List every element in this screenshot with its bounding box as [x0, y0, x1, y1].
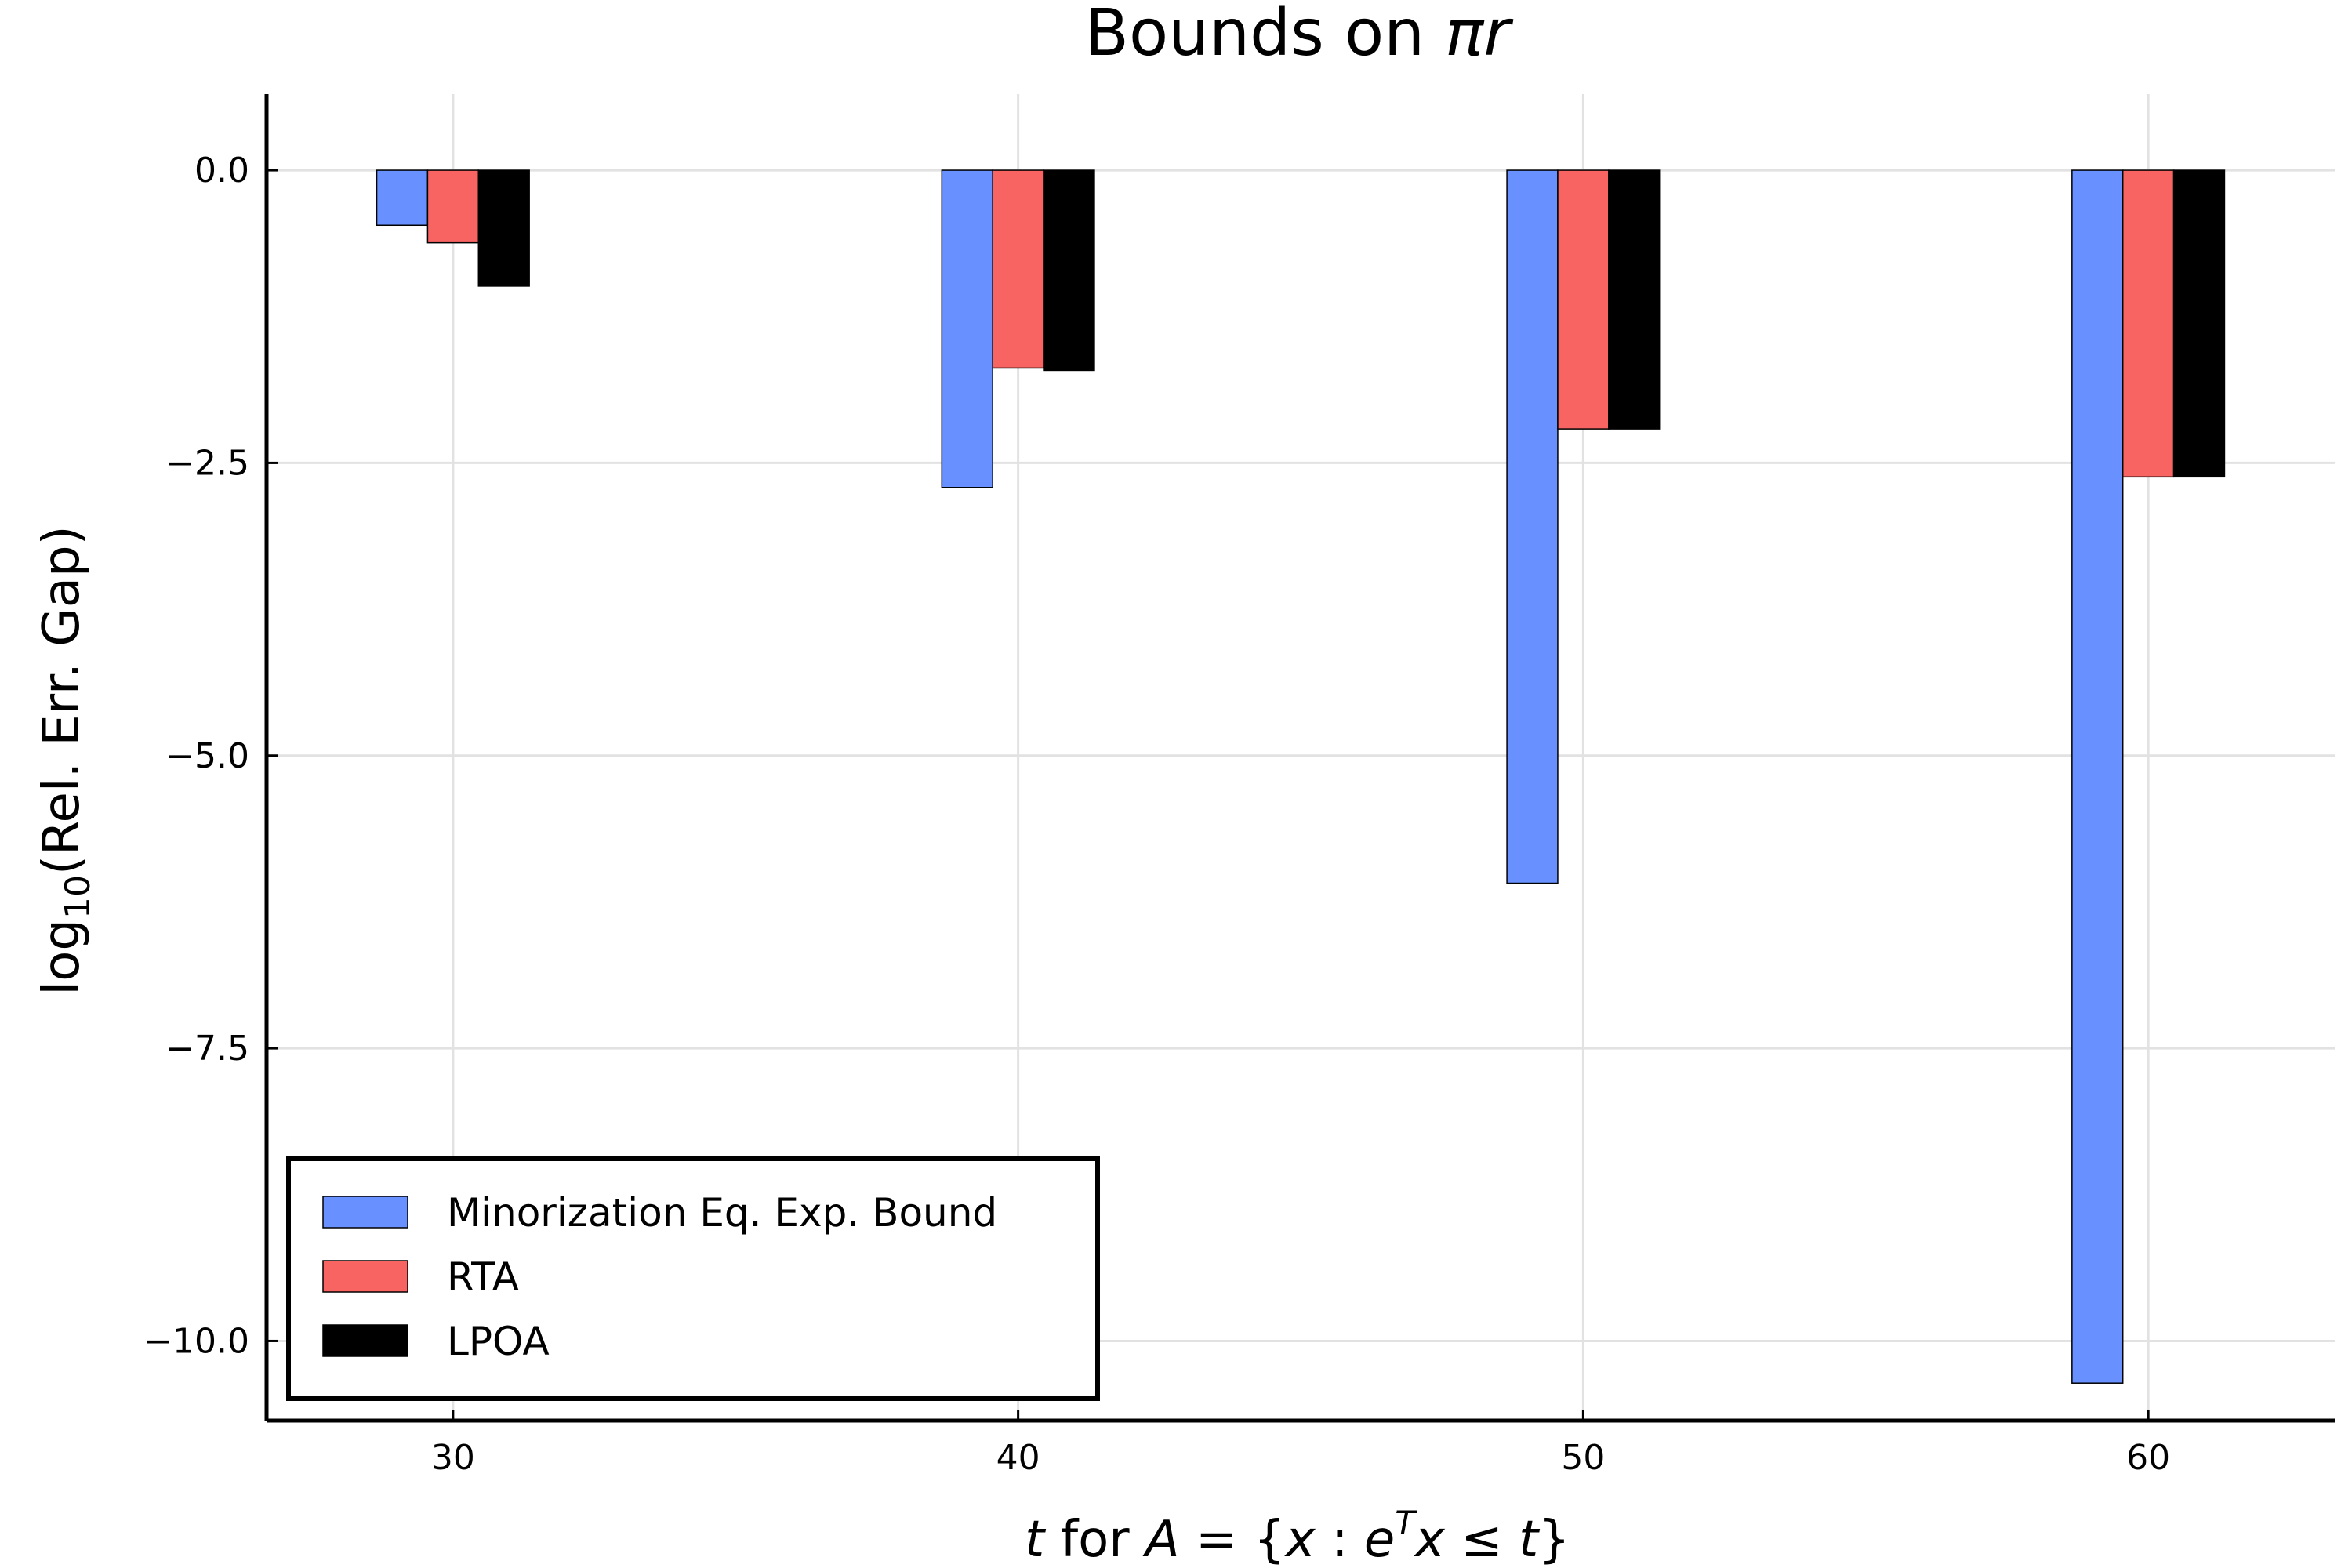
bar-minorization-eq-exp-bound-50: [1506, 169, 1559, 884]
legend-label: Minorization Eq. Exp. Bound: [447, 1190, 997, 1236]
x-tick-label: 40: [996, 1438, 1040, 1478]
bar-minorization-eq-exp-bound-40: [941, 169, 993, 488]
y-tick-label: −2.5: [165, 443, 249, 483]
y-tick-label: 0.0: [194, 151, 249, 191]
bar-lpoa-30: [477, 169, 530, 287]
y-tick-label: −10.0: [143, 1321, 249, 1361]
bar-lpoa-40: [1043, 169, 1095, 372]
x-axis-label: t for A = {x : eTx ≤ t}: [1025, 1504, 1570, 1568]
legend-label: RTA: [447, 1254, 519, 1300]
legend: Minorization Eq. Exp. Bound RTA LPOA: [286, 1156, 1100, 1401]
legend-swatch: [322, 1324, 408, 1357]
x-tick-label: 60: [2126, 1438, 2170, 1478]
bar-lpoa-50: [1608, 169, 1661, 430]
legend-swatch: [322, 1260, 408, 1293]
bar-rta-60: [2122, 169, 2175, 478]
bars: [376, 169, 2226, 1384]
x-tick-label: 50: [1561, 1438, 1605, 1478]
bar-minorization-eq-exp-bound-30: [376, 169, 429, 227]
legend-label: LPOA: [447, 1319, 550, 1364]
bar-rta-30: [426, 169, 480, 244]
x-tick-label: 30: [431, 1438, 475, 1478]
y-axis-label: log10(Rel. Err. Gap): [33, 525, 98, 995]
axes: 0.0 −2.5 −5.0 −7.5 −10.0 30 40 50 60: [143, 94, 2335, 1478]
bar-minorization-eq-exp-bound-60: [2071, 169, 2124, 1384]
bar-rta-50: [1557, 169, 1610, 430]
y-tick-label: −7.5: [165, 1029, 249, 1069]
legend-box: [286, 1156, 1100, 1401]
bar-lpoa-60: [2172, 169, 2226, 478]
bar-rta-40: [992, 169, 1044, 369]
legend-swatch: [322, 1196, 408, 1229]
chart-title: Bounds on πr: [1085, 0, 1514, 71]
y-tick-label: −5.0: [165, 736, 249, 776]
